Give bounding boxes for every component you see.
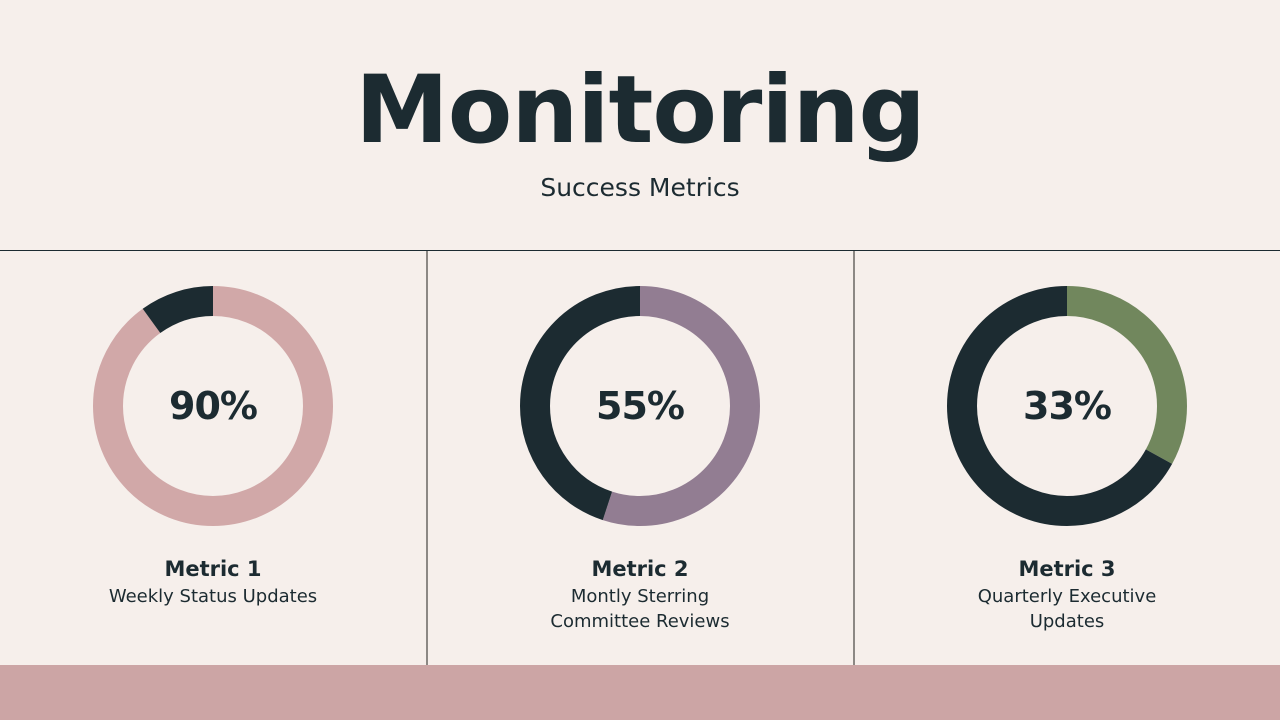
- metric-name: Metric 1: [164, 557, 262, 581]
- metric-name: Metric 3: [1018, 557, 1116, 581]
- header-divider: [0, 250, 1280, 251]
- metric-description: Weekly Status Updates: [108, 586, 318, 607]
- column-divider: [426, 251, 428, 665]
- column-divider: [853, 251, 855, 665]
- metric-value: 55%: [596, 384, 685, 428]
- metric-panel-1: 90% Metric 1 Weekly Status Updates: [0, 251, 426, 665]
- metric-name: Metric 2: [591, 557, 689, 581]
- metric-value: 33%: [1023, 384, 1112, 428]
- metric-description: Quarterly Executive Updates: [977, 586, 1157, 632]
- donut-chart-2: [520, 286, 760, 526]
- donut-chart-1: [93, 286, 333, 526]
- metric-panel-2: 55% Metric 2 Montly Sterring Committee R…: [427, 251, 853, 665]
- donut-segment-remaining: [93, 286, 333, 526]
- metric-description: Montly Sterring Committee Reviews: [550, 586, 730, 632]
- metric-panel-3: 33% Metric 3 Quarterly Executive Updates: [854, 251, 1280, 665]
- metric-value: 90%: [169, 384, 258, 428]
- footer-band: [0, 665, 1280, 720]
- page-title: Monitoring: [355, 56, 926, 165]
- page-subtitle: Success Metrics: [540, 173, 740, 202]
- donut-segment-remaining: [520, 286, 760, 526]
- donut-segment-remaining: [947, 286, 1187, 526]
- donut-chart-3: [947, 286, 1187, 526]
